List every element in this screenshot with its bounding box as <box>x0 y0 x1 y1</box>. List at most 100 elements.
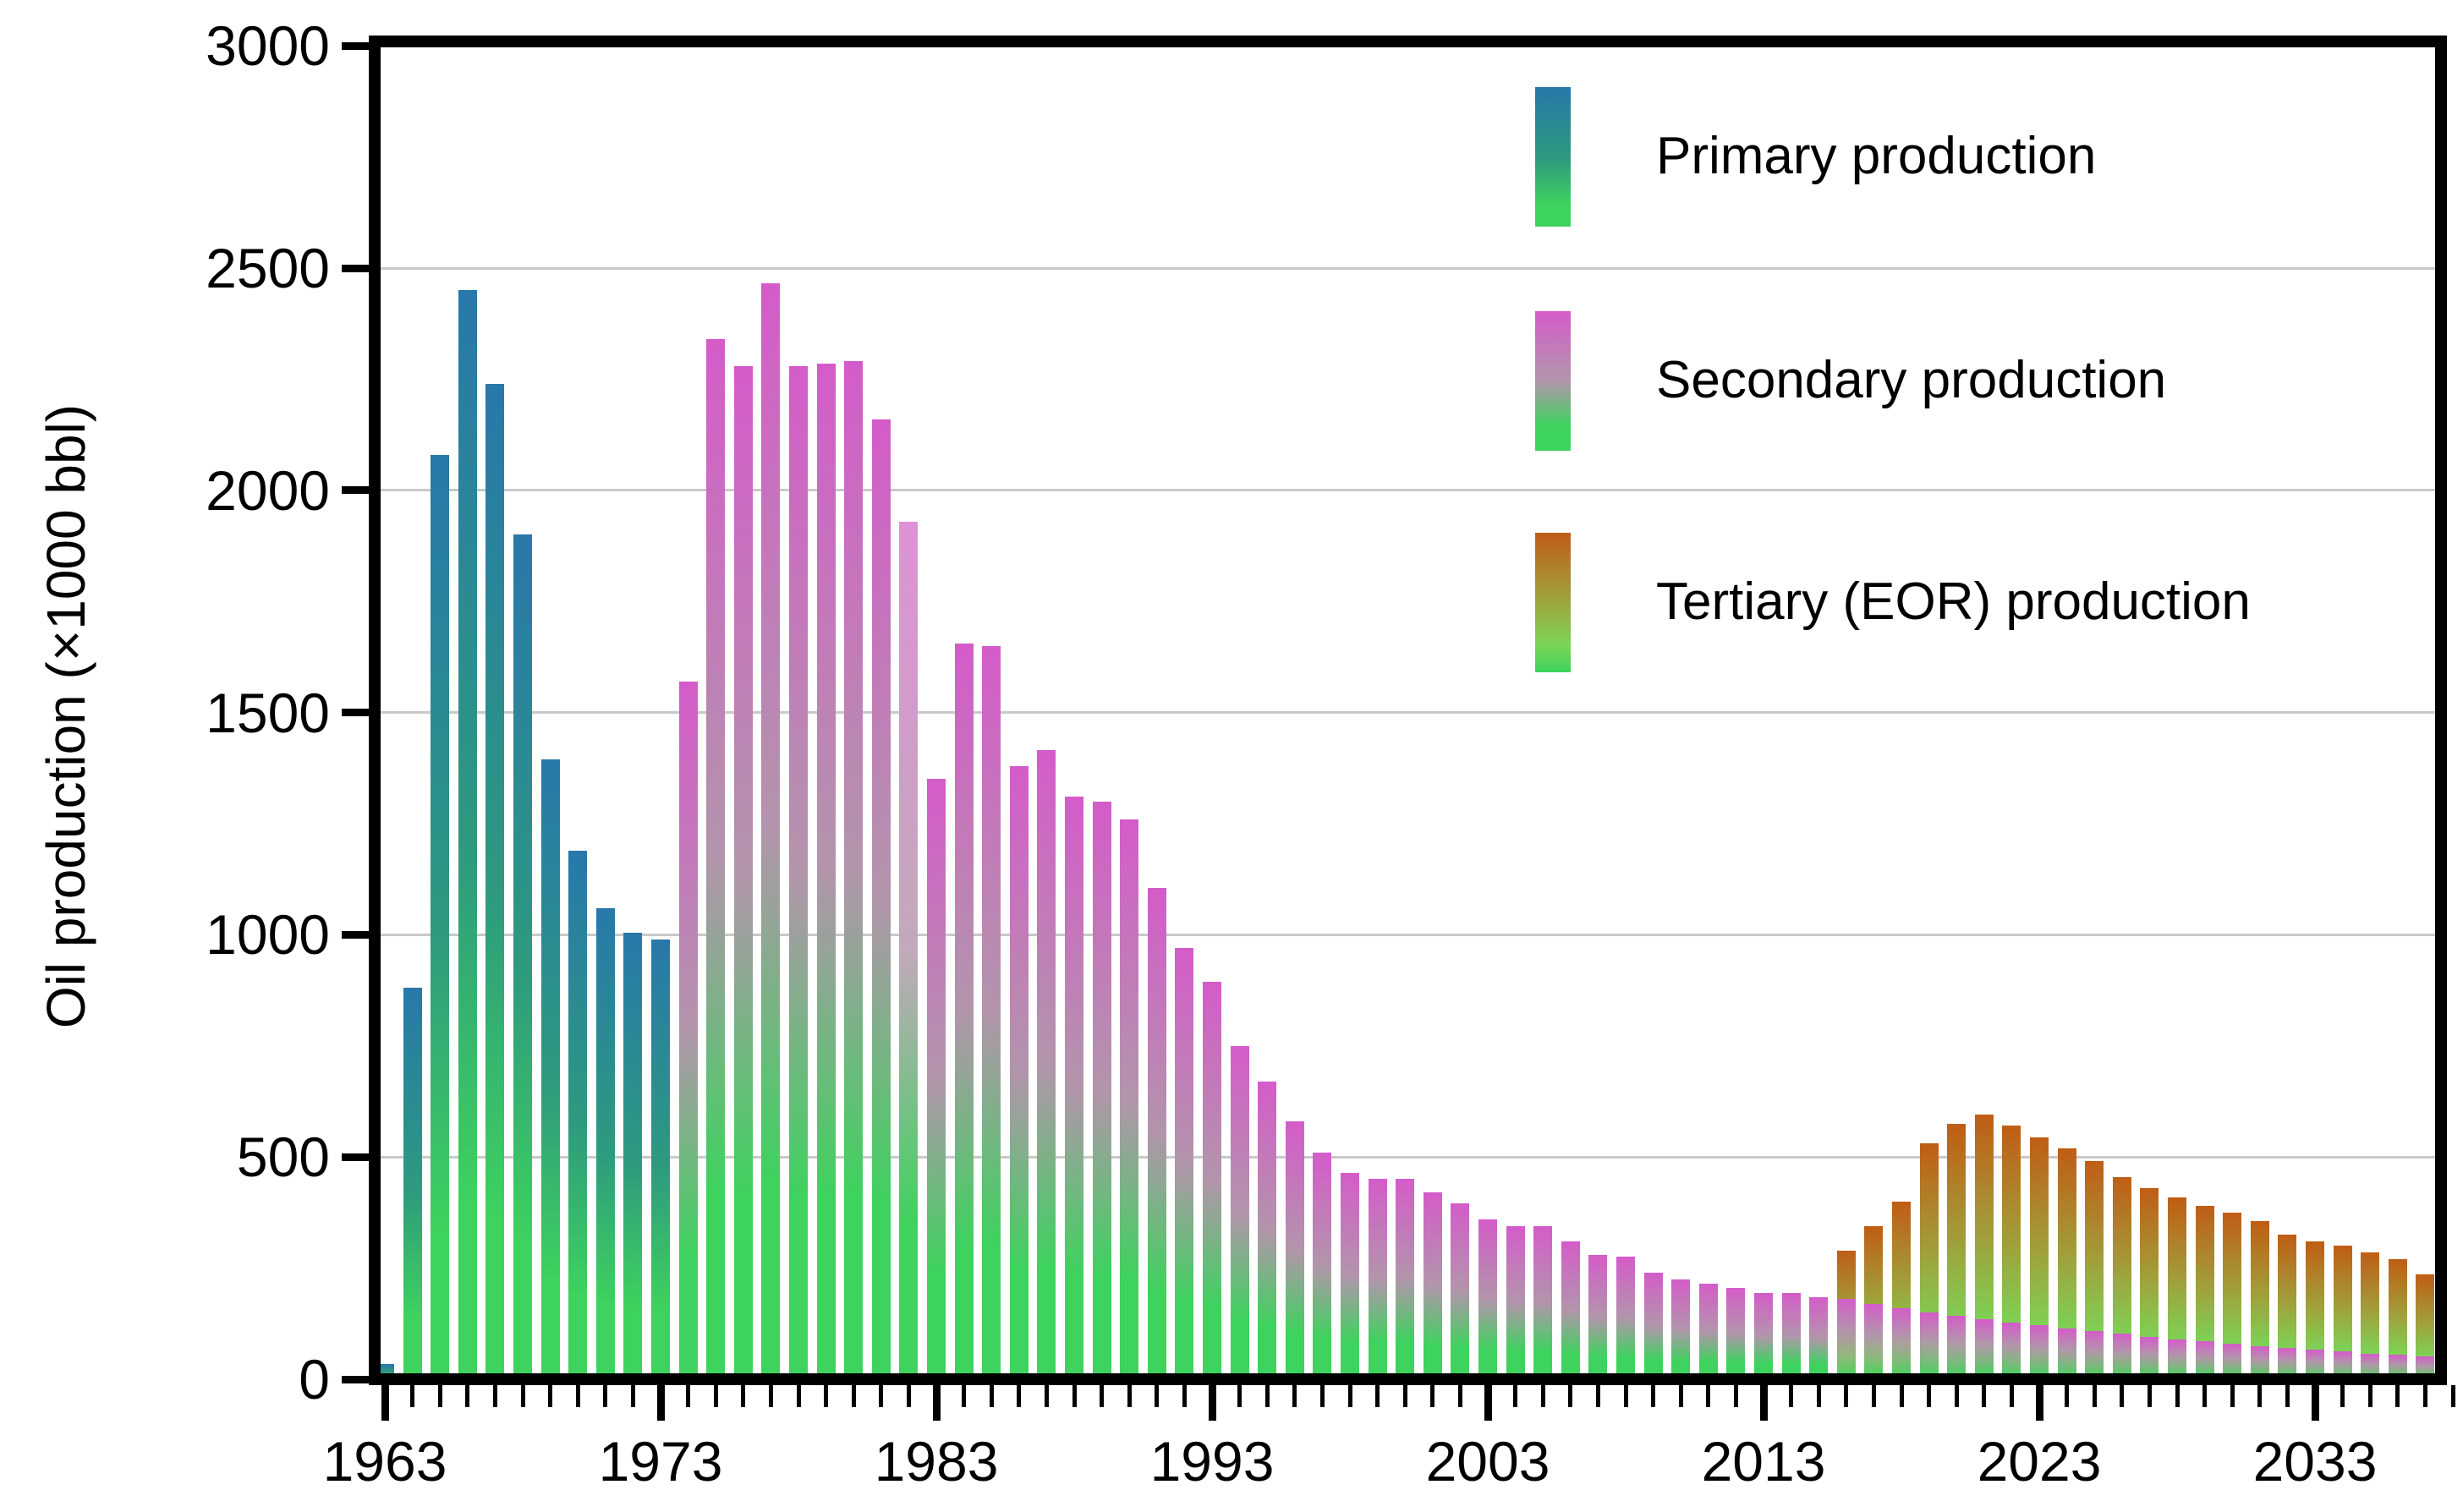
bar-1987-secondary <box>1037 750 1056 1379</box>
x-minor-tick-2020 <box>1954 1385 1959 1407</box>
bar-overlay-2019-secondary_overlay <box>1919 1312 1939 1379</box>
bar-1986-secondary <box>1009 765 1029 1379</box>
bar-overlay-2036-secondary_overlay <box>2388 1355 2407 1379</box>
bar-overlay-2017-secondary_overlay <box>1864 1303 1884 1379</box>
x-tick-label-1963: 1963 <box>322 1430 447 1493</box>
bar-2012-secondary <box>1726 1288 1746 1379</box>
bar-2025-tertiary <box>2085 1161 2104 1379</box>
bar-1969-primary <box>540 759 560 1379</box>
bar-1997-secondary <box>1313 1152 1332 1379</box>
legend-label-secondary: Secondary production <box>1656 351 2167 409</box>
x-minor-tick-2019 <box>1927 1385 1932 1407</box>
x-major-tick-1963 <box>381 1385 389 1421</box>
y-tick-label-3000: 3000 <box>206 14 330 78</box>
x-minor-tick-2028 <box>2175 1385 2180 1407</box>
x-minor-tick-2016 <box>1844 1385 1849 1407</box>
bar-1996-secondary <box>1285 1121 1304 1379</box>
y-tick-label-1500: 1500 <box>206 681 330 744</box>
x-minor-tick-2008 <box>1623 1385 1628 1407</box>
bar-1973-primary <box>651 939 670 1379</box>
bar-2027-tertiary <box>2140 1187 2159 1379</box>
y-tick-label-500: 500 <box>236 1126 330 1189</box>
bar-1993-secondary <box>1203 981 1221 1379</box>
x-minor-tick-2007 <box>1595 1385 1600 1407</box>
bar-2020-tertiary <box>1947 1123 1967 1379</box>
x-minor-tick-2017 <box>1871 1385 1876 1407</box>
bar-1983-secondary <box>927 779 946 1379</box>
x-minor-tick-1964 <box>410 1385 415 1407</box>
x-tick-label-2033: 2033 <box>2252 1430 2378 1493</box>
x-major-tick-1973 <box>656 1385 665 1421</box>
bar-2024-tertiary <box>2057 1148 2076 1379</box>
bar-1982-secondary <box>899 521 919 1379</box>
plot-frame-top <box>369 36 2447 47</box>
bar-2002-secondary <box>1451 1203 1470 1379</box>
x-minor-tick-1969 <box>548 1385 553 1407</box>
bar-overlay-2032-secondary_overlay <box>2278 1348 2297 1379</box>
plot-frame-left <box>369 36 381 1385</box>
bar-2033-tertiary <box>2306 1241 2324 1379</box>
x-minor-tick-1980 <box>851 1385 856 1407</box>
x-minor-tick-2030 <box>2230 1385 2235 1407</box>
x-major-tick-1993 <box>1208 1385 1216 1421</box>
x-minor-tick-1999 <box>1375 1385 1380 1407</box>
bar-2028-tertiary <box>2168 1197 2186 1379</box>
bar-2005-secondary <box>1533 1225 1553 1379</box>
bar-1979-secondary <box>816 364 836 1379</box>
bar-overlay-2035-secondary_overlay <box>2361 1353 2380 1379</box>
x-minor-tick-2010 <box>1678 1385 1683 1407</box>
bar-2014-secondary <box>1781 1292 1801 1379</box>
x-minor-tick-1977 <box>768 1385 773 1407</box>
x-minor-tick-2000 <box>1402 1385 1407 1407</box>
x-major-tick-2023 <box>2035 1385 2043 1421</box>
bar-1971-primary <box>595 907 615 1379</box>
bar-overlay-2026-secondary_overlay <box>2112 1334 2131 1379</box>
bar-2022-tertiary <box>2002 1126 2021 1379</box>
x-minor-tick-2021 <box>1982 1385 1987 1407</box>
y-tick-label-1000: 1000 <box>206 903 330 967</box>
x-minor-tick-1970 <box>575 1385 580 1407</box>
bar-overlay-2016-secondary_overlay <box>1836 1299 1856 1379</box>
y-tick-0 <box>342 1375 369 1383</box>
bar-1966-primary <box>458 290 477 1379</box>
x-tick-label-1973: 1973 <box>598 1430 723 1493</box>
bar-2037-tertiary <box>2416 1274 2435 1379</box>
x-minor-tick-1992 <box>1182 1385 1187 1407</box>
bar-1968-primary <box>513 534 532 1379</box>
bar-2009-secondary <box>1643 1272 1663 1379</box>
gridline-1000 <box>381 933 2435 936</box>
bar-1978-secondary <box>789 365 808 1379</box>
y-tick-500 <box>342 1153 369 1161</box>
legend-swatch-secondary <box>1535 311 1571 451</box>
x-major-tick-2033 <box>2311 1385 2319 1421</box>
bar-overlay-2021-secondary_overlay <box>1974 1319 1994 1379</box>
x-minor-tick-1965 <box>437 1385 442 1407</box>
bar-overlay-2027-secondary_overlay <box>2140 1336 2159 1379</box>
bar-overlay-2030-secondary_overlay <box>2223 1343 2242 1379</box>
x-tick-label-2023: 2023 <box>1977 1430 2102 1493</box>
bar-2034-tertiary <box>2333 1246 2352 1379</box>
x-minor-tick-2026 <box>2120 1385 2125 1407</box>
bar-2029-tertiary <box>2195 1206 2214 1379</box>
x-minor-tick-1995 <box>1264 1385 1270 1407</box>
x-minor-tick-2036 <box>2395 1385 2400 1407</box>
x-minor-tick-1976 <box>741 1385 746 1407</box>
x-minor-tick-1990 <box>1127 1385 1132 1407</box>
gridline-2000 <box>381 489 2435 492</box>
y-tick-3000 <box>342 41 369 50</box>
plot-frame-right <box>2435 36 2447 1385</box>
x-minor-tick-1991 <box>1155 1385 1160 1407</box>
plot-frame-bottom <box>369 1373 2447 1385</box>
bar-1977-secondary <box>761 283 781 1379</box>
bar-1999-secondary <box>1368 1179 1387 1379</box>
bar-1975-secondary <box>706 339 726 1379</box>
y-tick-1500 <box>342 709 369 717</box>
bar-overlay-2033-secondary_overlay <box>2306 1350 2324 1379</box>
bar-1964-primary <box>403 988 422 1379</box>
bar-overlay-2034-secondary_overlay <box>2333 1351 2352 1379</box>
y-tick-label-2000: 2000 <box>206 458 330 522</box>
x-minor-tick-1989 <box>1100 1385 1105 1407</box>
x-major-tick-1983 <box>932 1385 941 1421</box>
bar-1989-secondary <box>1092 801 1111 1379</box>
